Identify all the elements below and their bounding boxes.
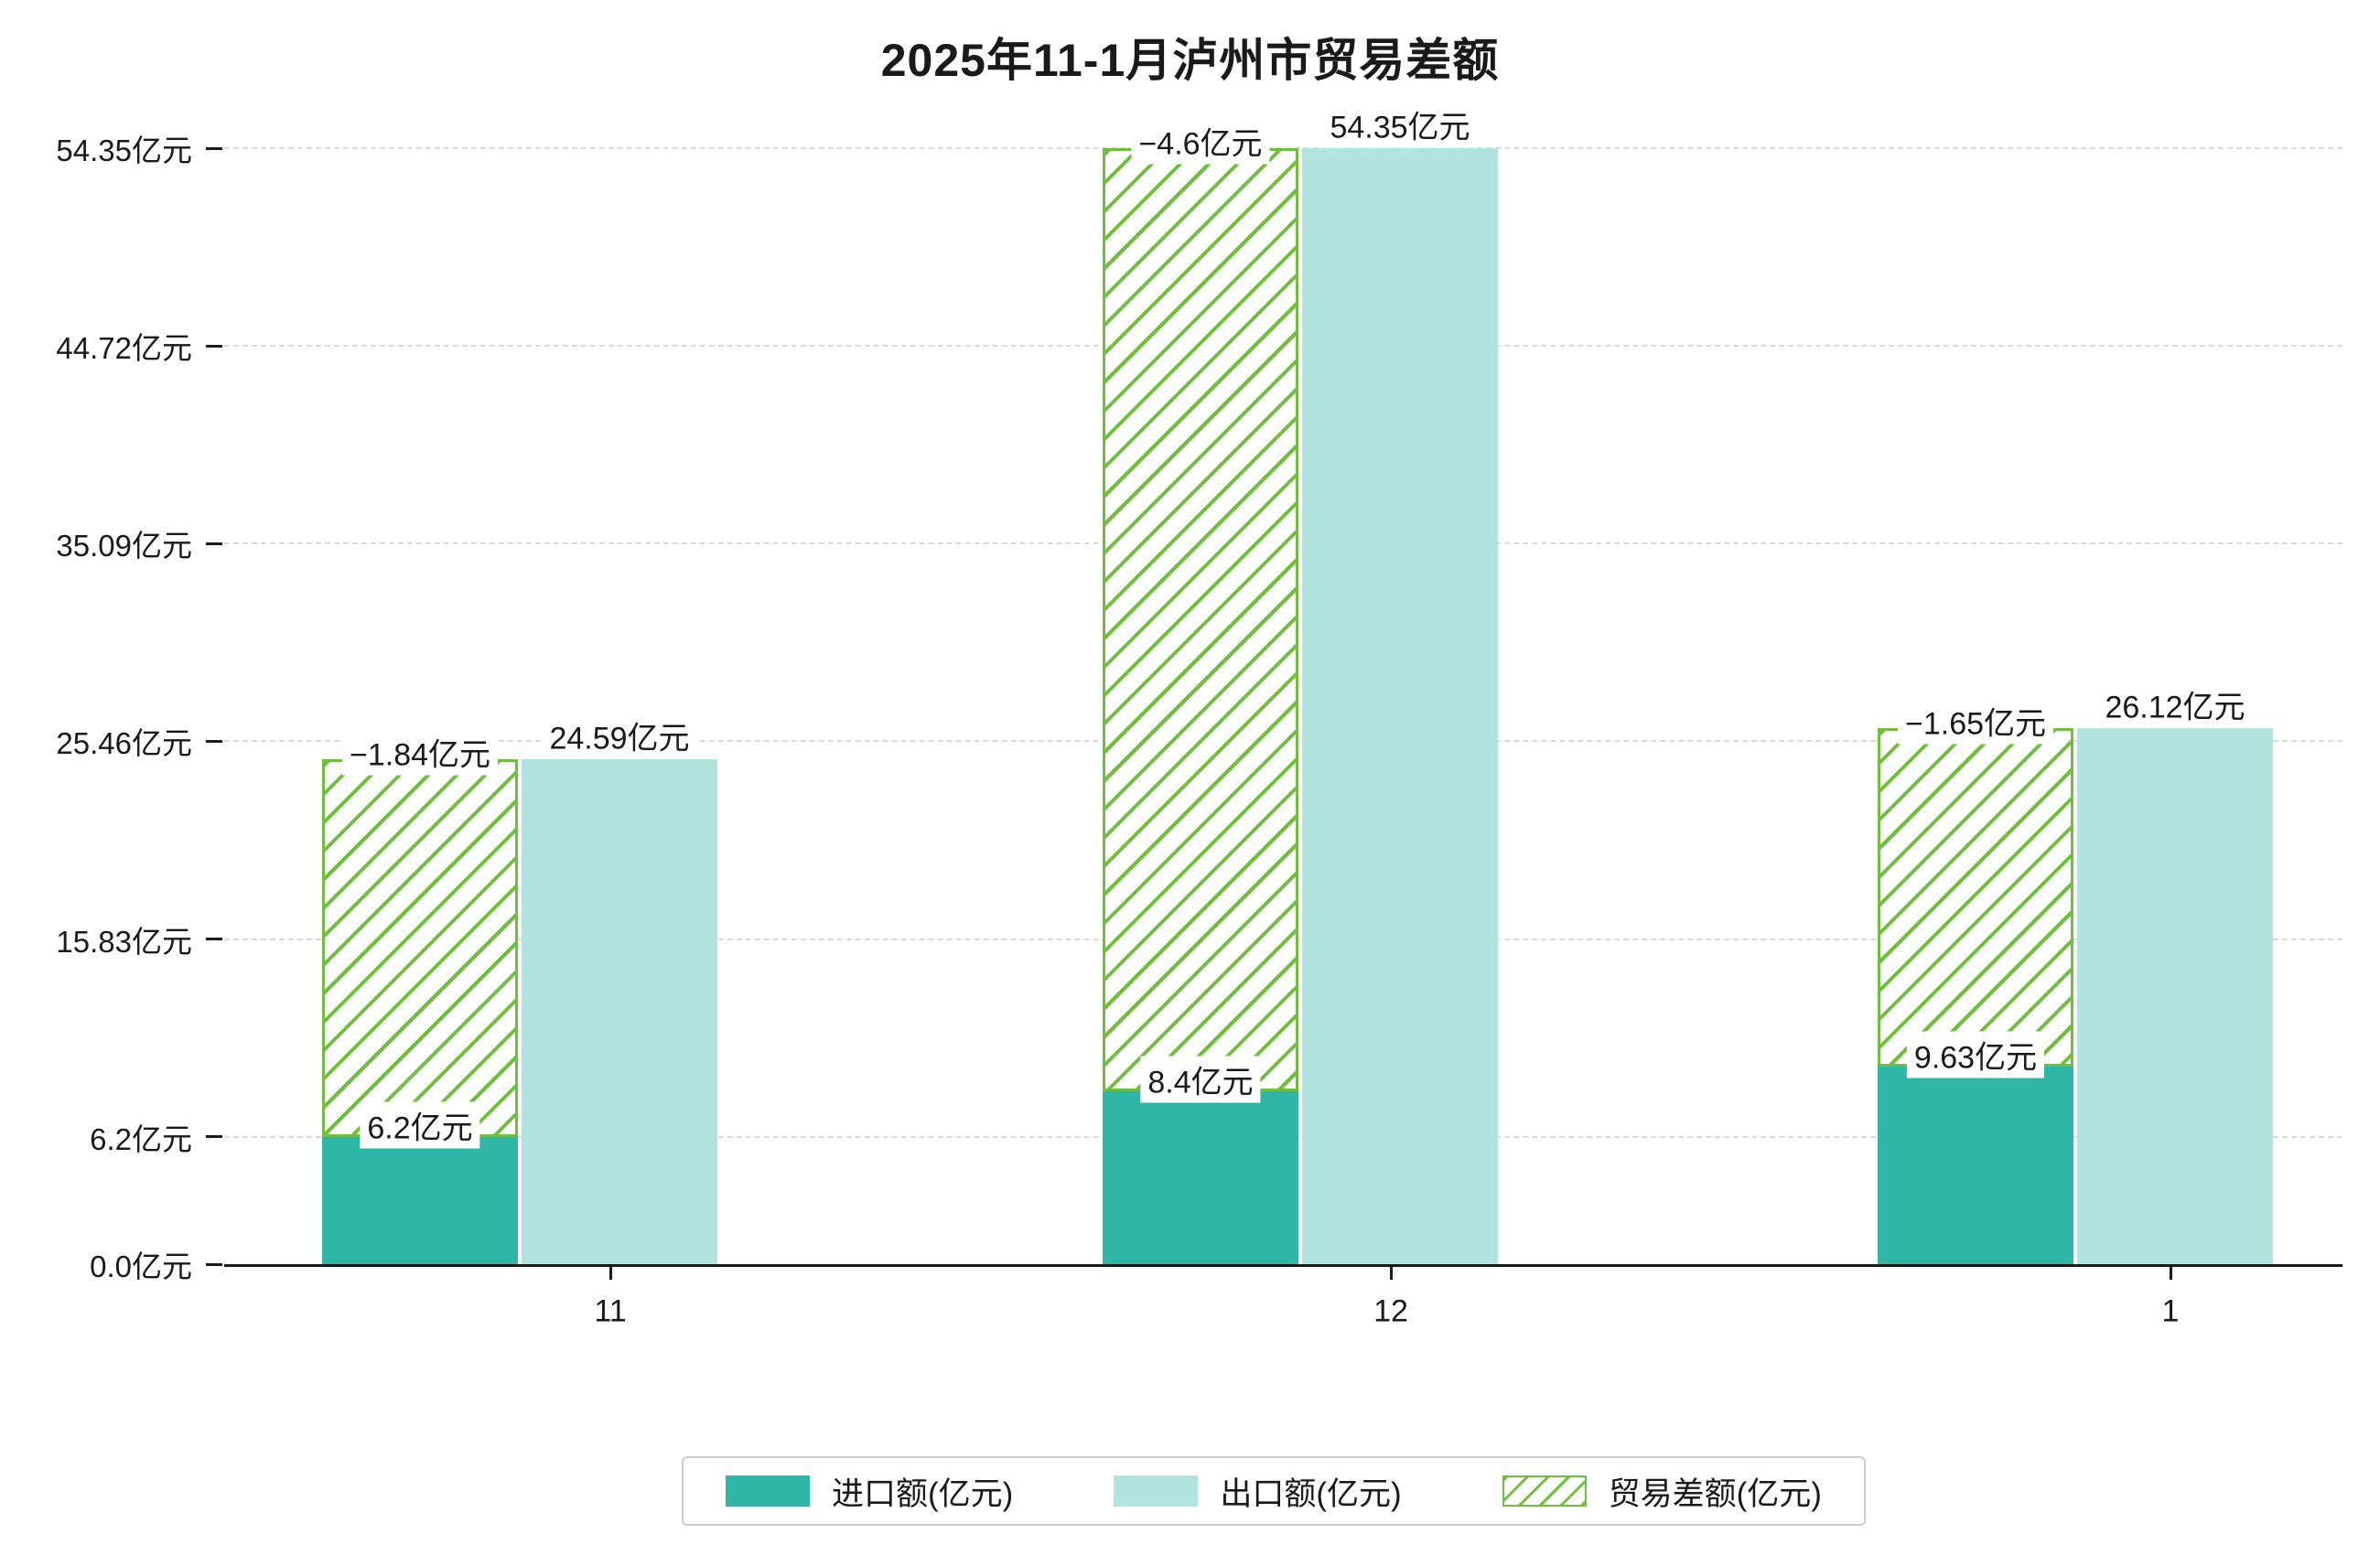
balance-value-label-12: −4.6亿元 [1131,117,1270,165]
x-axis-category-label-12: 12 [1373,1293,1408,1329]
import-value-label-12: 8.4亿元 [1140,1056,1261,1103]
legend-label-import: 进口额(亿元) [832,1475,1014,1512]
y-axis-tick-label: 35.09亿元 [56,529,192,563]
y-axis-tick-label: 54.35亿元 [56,134,192,167]
export-bar-12 [1302,148,1498,1264]
x-axis-tick [2170,1267,2172,1280]
y-axis-tick [206,938,222,941]
x-axis-category-label-11: 11 [594,1293,627,1329]
import-bar-11 [322,1136,518,1264]
import-swatch [726,1475,810,1507]
y-axis-tick [206,146,222,150]
x-axis-line [224,1264,2342,1267]
export-bar-1 [2077,727,2273,1264]
balance-bar-1 [1878,727,2073,1067]
legend-item-import: 进口额(亿元) [726,1468,1013,1515]
legend: 进口额(亿元) 出口额(亿元) 贸易差额(亿元) [682,1456,1866,1526]
import-bar-1 [1878,1066,2073,1264]
import-value-label-11: 6.2亿元 [360,1101,480,1149]
chart-title: 2025年11-1月泸州市贸易差额 [880,35,1500,86]
balance-bar-12 [1103,148,1298,1092]
y-axis-tick [206,344,222,348]
export-value-label-12: 54.35亿元 [1322,101,1478,148]
y-axis-tick [206,542,222,545]
y-axis-tick [206,739,222,743]
balance-bar-11 [322,759,518,1137]
balance-value-label-11: −1.84亿元 [341,728,499,776]
legend-label-balance: 贸易差额(亿元) [1608,1475,1822,1512]
import-value-label-1: 9.63亿元 [1906,1031,2045,1078]
y-axis-tick-label: 6.2亿元 [90,1121,192,1156]
y-axis-tick-label: 44.72亿元 [56,331,192,366]
export-bar-11 [522,759,717,1264]
import-bar-12 [1103,1091,1298,1264]
balance-value-label-1: −1.65亿元 [1897,697,2054,745]
x-axis-tick [1390,1267,1393,1280]
export-swatch [1114,1475,1199,1507]
y-axis-tick-label: 25.46亿元 [56,726,192,761]
y-axis-tick [206,1262,222,1266]
legend-item-balance: 贸易差额(亿元) [1502,1468,1822,1515]
x-axis-category-label-1: 1 [2161,1293,2180,1329]
x-axis-tick [609,1267,612,1280]
legend-item-export: 出口额(亿元) [1114,1468,1402,1515]
balance-hatch-swatch [1502,1475,1587,1507]
y-axis-tick-label: 0.0亿元 [90,1250,192,1283]
y-axis-tick-label: 15.83亿元 [56,924,192,959]
export-value-label-11: 24.59亿元 [542,712,697,759]
y-axis-tick [206,1135,222,1139]
legend-label-export: 出口额(亿元) [1220,1475,1402,1512]
export-value-label-1: 26.12亿元 [2097,681,2253,728]
